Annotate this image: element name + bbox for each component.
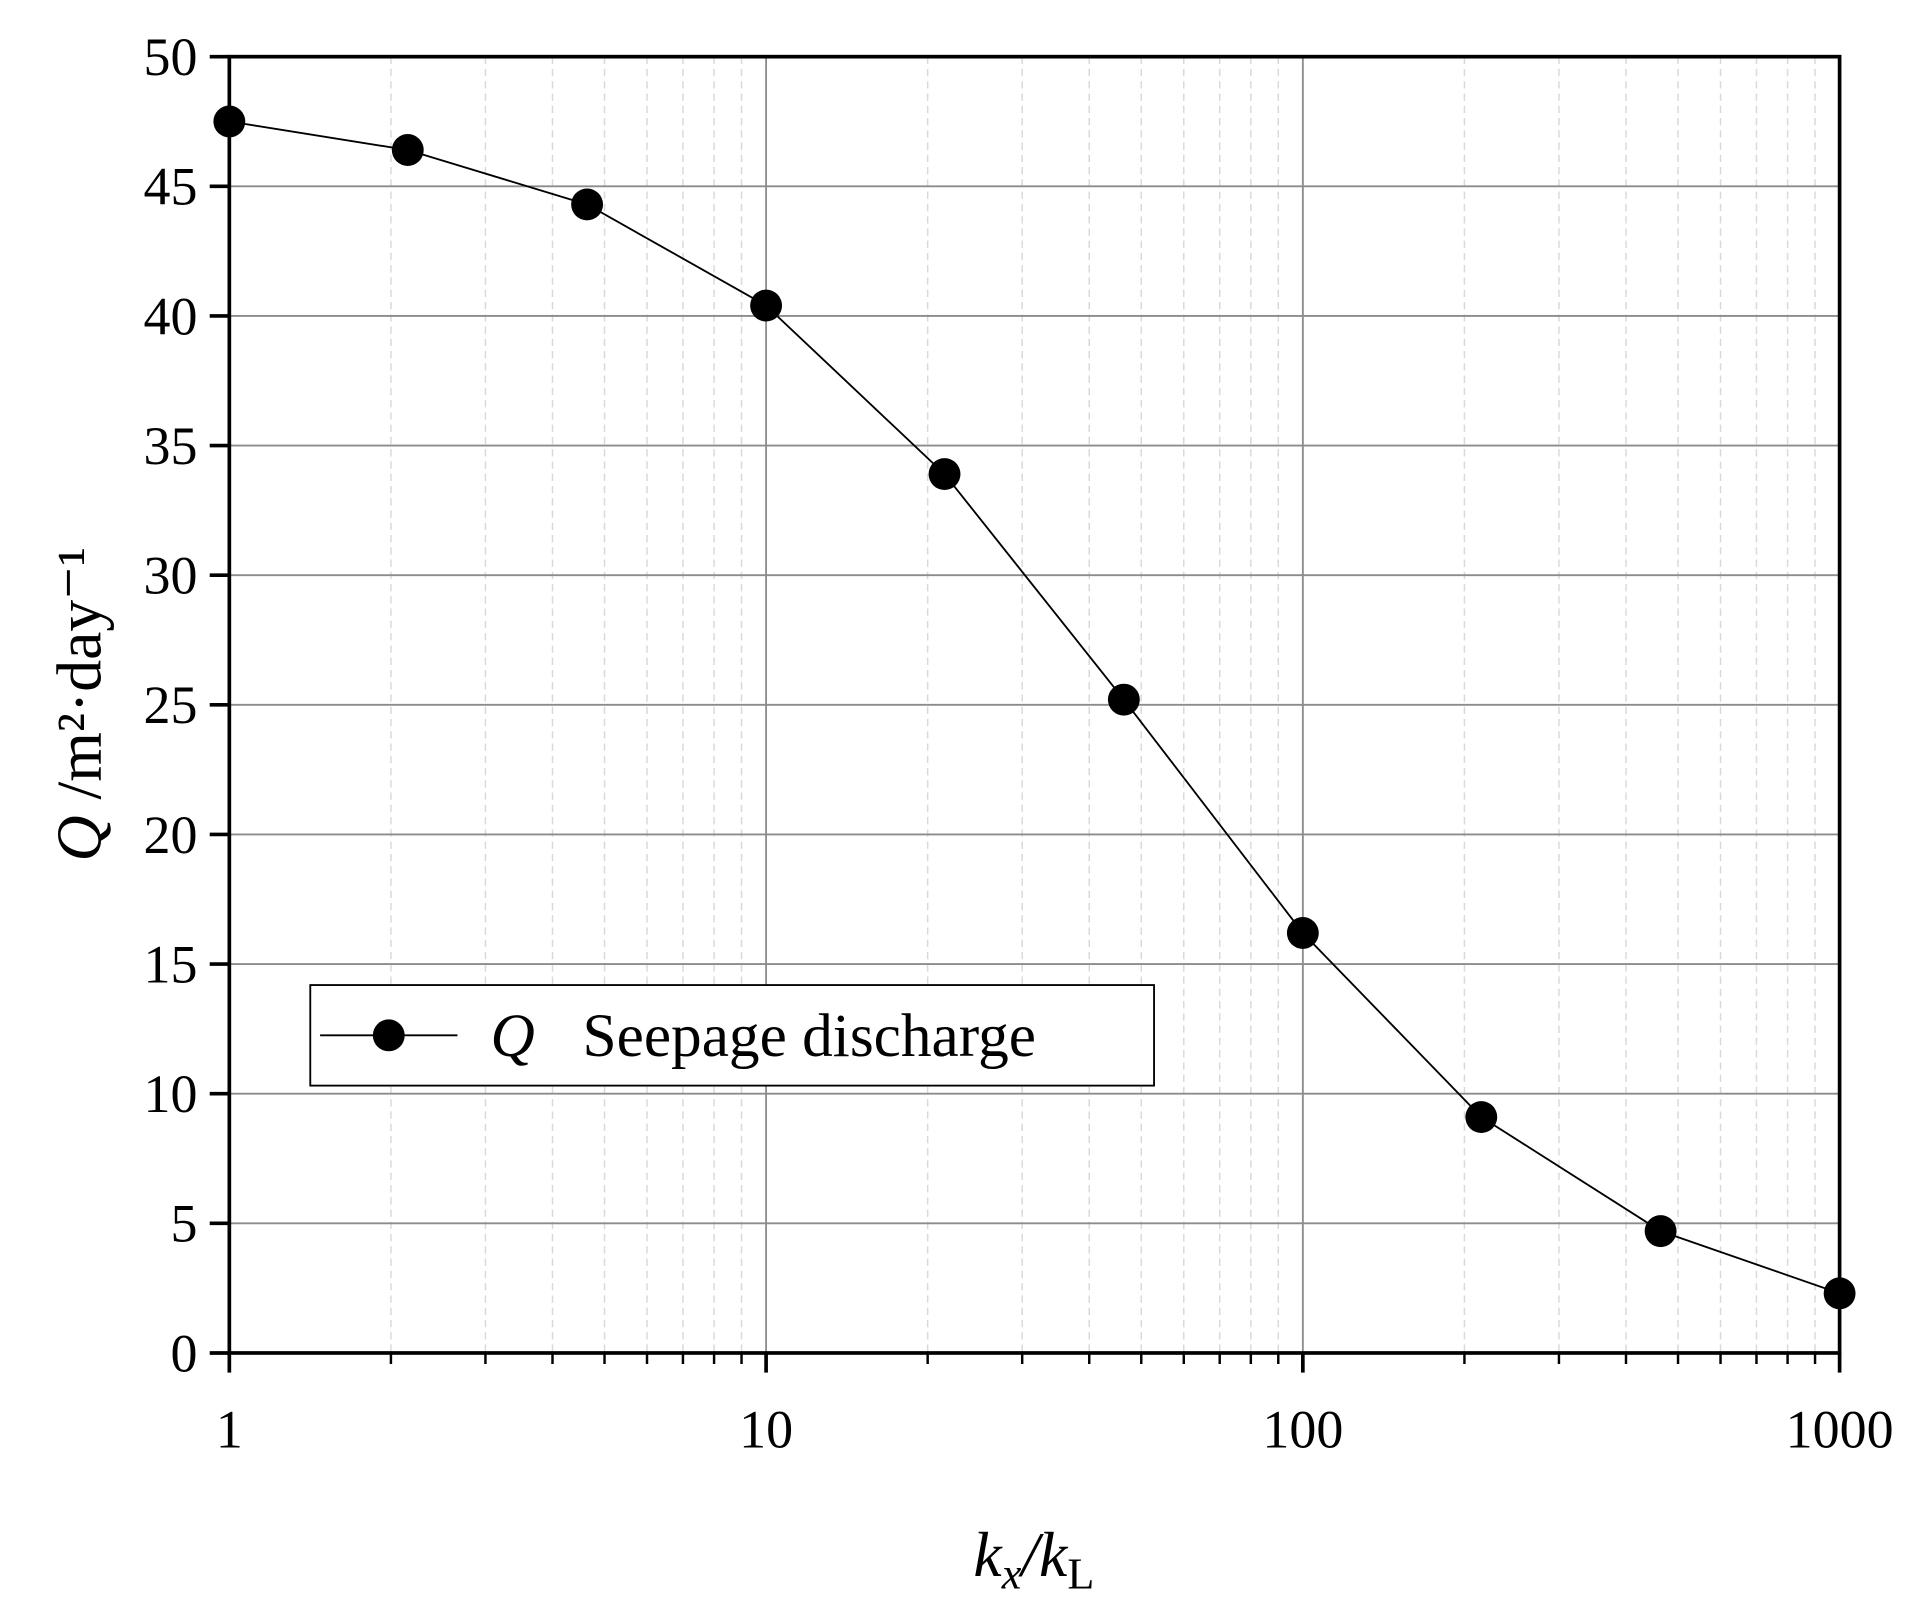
y-axis-label: Q /m²·day⁻¹ <box>44 547 115 862</box>
x-tick-label: 10 <box>739 1399 793 1459</box>
y-tick-label: 15 <box>143 934 197 994</box>
legend-marker <box>372 1019 405 1052</box>
x-tick-label: 1000 <box>1786 1399 1894 1459</box>
y-tick-label: 5 <box>170 1194 197 1254</box>
point <box>571 188 604 221</box>
x-axis-label: kx/kL <box>973 1519 1094 1598</box>
y-tick-label: 40 <box>143 286 197 346</box>
plot-frame <box>227 54 1842 1355</box>
x-axis-label-part: /k <box>1018 1519 1069 1590</box>
x-axis-label-part: L <box>1067 1549 1094 1598</box>
point <box>750 289 783 322</box>
point <box>1465 1101 1498 1133</box>
y-tick-label: 35 <box>143 416 197 476</box>
y-tick-label: 50 <box>143 27 197 87</box>
point <box>391 134 424 166</box>
y-tick-label: 30 <box>143 546 197 606</box>
y-tick-label: 10 <box>143 1064 197 1124</box>
x-tick-label: 1 <box>216 1399 243 1459</box>
y-axis-label-part: /m²·day⁻¹ <box>44 547 115 815</box>
point <box>1644 1215 1677 1248</box>
point <box>213 105 246 138</box>
point <box>1286 917 1319 949</box>
point <box>928 458 961 491</box>
legend-symbol: Q <box>491 1002 535 1070</box>
y-tick-label: 45 <box>143 157 197 217</box>
point <box>1823 1277 1856 1310</box>
y-tick-label: 0 <box>170 1323 197 1383</box>
x-axis-label-part: x <box>1001 1549 1022 1598</box>
line <box>229 120 1840 1295</box>
point <box>1107 683 1140 716</box>
x-tick-label: 100 <box>1262 1399 1343 1459</box>
y-axis-label-part: Q <box>44 815 115 861</box>
x-axis-label-part: k <box>973 1519 1003 1590</box>
y-tick-label: 25 <box>143 675 197 735</box>
legend-label: Seepage discharge <box>583 1002 1036 1070</box>
y-tick-label: 20 <box>143 805 197 865</box>
